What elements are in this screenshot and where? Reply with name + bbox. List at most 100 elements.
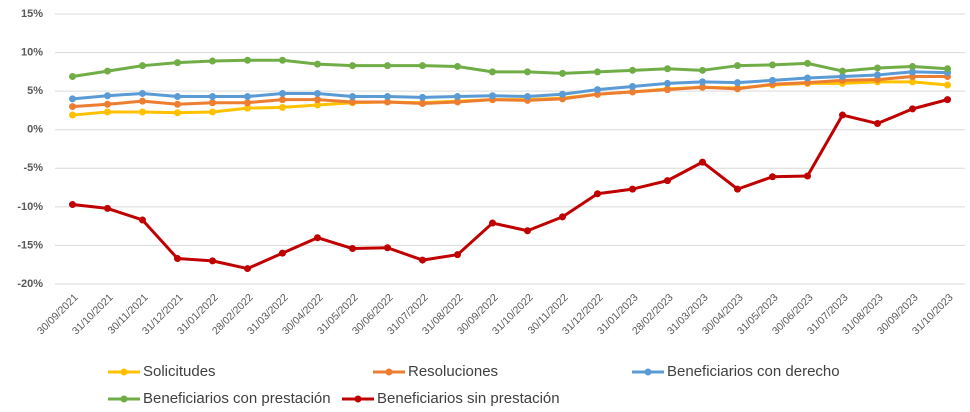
marker [664, 79, 671, 87]
marker [244, 93, 251, 101]
marker [384, 98, 391, 106]
marker [139, 216, 146, 224]
marker [209, 93, 216, 101]
legend-marker [120, 368, 128, 376]
marker [839, 67, 846, 75]
marker [69, 72, 76, 80]
marker [174, 109, 181, 117]
marker [769, 61, 776, 69]
marker [314, 101, 321, 109]
y-tick-label: -10% [17, 201, 43, 213]
marker [734, 185, 741, 193]
marker [839, 111, 846, 119]
marker [559, 69, 566, 77]
marker [839, 72, 846, 80]
marker [629, 66, 636, 74]
marker [664, 65, 671, 73]
marker [384, 62, 391, 70]
marker [104, 92, 111, 100]
marker [279, 89, 286, 97]
marker [209, 257, 216, 265]
marker [734, 79, 741, 87]
marker [139, 89, 146, 97]
marker [69, 95, 76, 103]
marker [944, 81, 951, 89]
marker [874, 120, 881, 128]
y-tick-label: -5% [23, 162, 43, 174]
marker [874, 64, 881, 72]
marker [594, 86, 601, 94]
marker [384, 244, 391, 252]
marker [419, 93, 426, 101]
marker [244, 265, 251, 273]
marker [279, 96, 286, 104]
marker [314, 234, 321, 242]
marker [454, 251, 461, 259]
marker [524, 68, 531, 76]
legend-label: Solicitudes [143, 363, 216, 380]
marker [209, 108, 216, 116]
legend-label: Beneficiarios con prestación [143, 390, 331, 407]
marker [734, 62, 741, 70]
marker [769, 76, 776, 84]
legend-marker [120, 395, 128, 403]
marker [664, 86, 671, 94]
marker [629, 88, 636, 96]
marker [244, 104, 251, 112]
legend-marker [385, 368, 393, 376]
marker [314, 89, 321, 97]
marker [629, 83, 636, 91]
marker [944, 96, 951, 104]
marker [594, 68, 601, 76]
marker [909, 78, 916, 86]
marker [804, 59, 811, 67]
y-tick-label: -20% [17, 278, 43, 290]
legend-marker [644, 368, 652, 376]
legend-label: Resoluciones [408, 363, 498, 380]
y-tick-label: 10% [21, 46, 43, 58]
legend-label: Beneficiarios sin prestación [377, 390, 560, 407]
marker [489, 68, 496, 76]
y-tick-label: 0% [27, 124, 43, 136]
marker [559, 213, 566, 221]
marker [104, 204, 111, 212]
marker [489, 219, 496, 227]
marker [769, 173, 776, 181]
marker [699, 78, 706, 86]
marker [909, 62, 916, 70]
marker [909, 68, 916, 76]
marker [419, 62, 426, 70]
marker [69, 201, 76, 209]
marker [244, 99, 251, 107]
marker [279, 249, 286, 257]
marker [69, 103, 76, 111]
marker [629, 185, 636, 193]
marker [524, 227, 531, 235]
marker [804, 74, 811, 82]
marker [699, 83, 706, 91]
marker [419, 256, 426, 264]
series-line [72, 58, 948, 78]
marker [104, 100, 111, 108]
marker [524, 93, 531, 101]
marker [454, 98, 461, 106]
marker [349, 245, 356, 253]
marker [139, 108, 146, 116]
marker [594, 190, 601, 198]
marker [454, 62, 461, 70]
marker [489, 92, 496, 100]
y-tick-label: 5% [27, 85, 43, 97]
marker [909, 105, 916, 113]
marker [139, 62, 146, 70]
marker [349, 93, 356, 101]
marker [314, 60, 321, 68]
series-line [72, 80, 948, 117]
y-tick-label: -15% [17, 239, 43, 251]
marker [104, 67, 111, 75]
marker [349, 62, 356, 70]
marker [174, 255, 181, 263]
marker [209, 99, 216, 107]
series-line [72, 74, 948, 109]
marker [699, 66, 706, 74]
